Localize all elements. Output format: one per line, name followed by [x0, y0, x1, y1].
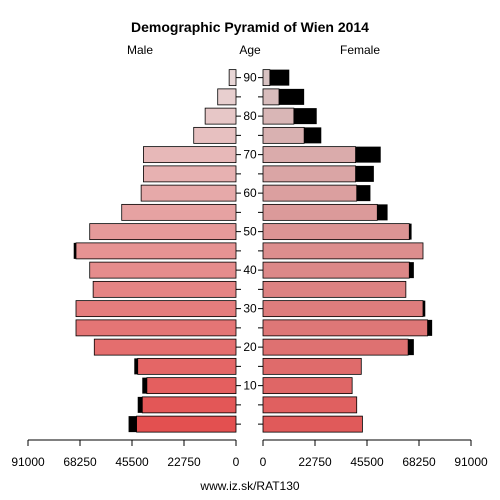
- female-excess-40-44: [409, 262, 414, 279]
- female-excess-80-84: [293, 108, 317, 125]
- female-excess-30-34: [423, 300, 426, 317]
- chart-title: Demographic Pyramid of Wien 2014: [131, 19, 369, 35]
- age-tick-label-50: 50: [243, 225, 257, 239]
- male-bar-30-34: [75, 300, 237, 318]
- female-bar-90+: [262, 69, 271, 87]
- female-excess-75-79: [304, 127, 322, 144]
- female-excess-25-29: [427, 319, 433, 336]
- female-bar-85-89: [262, 88, 280, 106]
- male-bar-0-4: [136, 415, 237, 433]
- male-label: Male: [127, 43, 153, 57]
- female-bars: [262, 69, 433, 433]
- female-bar-75-79: [262, 126, 305, 144]
- female-label: Female: [340, 43, 380, 57]
- male-bar-40-44: [89, 261, 237, 279]
- x-axis-female: 0 22750 45500 68250 91000: [260, 439, 488, 469]
- female-bar-50-54: [262, 223, 410, 241]
- female-excess-90+: [269, 69, 290, 86]
- male-excess-15-19: [134, 358, 138, 375]
- x-tick-label-female-22750: 22750: [298, 455, 332, 469]
- x-tick-label-female-91000: 91000: [454, 455, 488, 469]
- female-excess-55-59: [377, 204, 388, 221]
- female-excess-65-69: [355, 165, 374, 182]
- male-bar-35-39: [92, 280, 237, 298]
- male-bar-60-64: [140, 184, 237, 202]
- male-bar-55-59: [121, 203, 237, 221]
- x-tick-label-male-68250: 68250: [63, 455, 97, 469]
- female-bar-55-59: [262, 203, 378, 221]
- male-bar-65-69: [143, 165, 237, 183]
- x-axis-male: 91000 68250 45500 22750 0: [11, 439, 240, 469]
- female-bar-0-4: [262, 415, 363, 433]
- male-excess-45-49: [73, 242, 76, 259]
- female-excess-70-74: [355, 146, 381, 163]
- female-bar-30-34: [262, 300, 424, 318]
- male-bars: [73, 69, 237, 433]
- x-tick-label-female-68250: 68250: [402, 455, 436, 469]
- male-bar-25-29: [75, 319, 237, 337]
- male-bar-80-84: [204, 107, 237, 125]
- female-bar-40-44: [262, 261, 410, 279]
- male-bar-50-54: [89, 223, 237, 241]
- age-tick-label-40: 40: [243, 263, 257, 277]
- female-excess-60-64: [356, 185, 371, 202]
- age-tick-label-60: 60: [243, 186, 257, 200]
- age-tick-label-80: 80: [243, 109, 257, 123]
- female-excess-85-89: [279, 88, 305, 105]
- female-bar-20-24: [262, 338, 409, 356]
- male-bar-20-24: [93, 338, 237, 356]
- male-excess-5-9: [137, 396, 143, 413]
- x-tick-label-female-0: 0: [260, 455, 267, 469]
- male-bar-70-74: [143, 146, 237, 164]
- female-bar-25-29: [262, 319, 428, 337]
- age-tick-label-10: 10: [243, 379, 257, 393]
- male-excess-0-4: [128, 416, 137, 433]
- female-bar-15-19: [262, 357, 362, 375]
- x-tick-label-male-0: 0: [233, 455, 240, 469]
- x-tick-label-male-91000: 91000: [11, 455, 45, 469]
- female-bar-65-69: [262, 165, 356, 183]
- x-tick-label-male-22750: 22750: [167, 455, 201, 469]
- male-bar-85-89: [217, 88, 237, 106]
- female-bar-5-9: [262, 396, 358, 414]
- age-label: Age: [239, 43, 261, 57]
- footer-text: www.iz.sk/RAT130: [199, 479, 299, 493]
- female-bar-45-49: [262, 242, 424, 260]
- age-tick-label-90: 90: [243, 71, 257, 85]
- female-bar-70-74: [262, 146, 356, 164]
- female-excess-50-54: [409, 223, 412, 240]
- male-bar-90+: [228, 69, 237, 87]
- age-axis: 10 20 30 40 50 60 70 80 90: [236, 71, 263, 425]
- x-tick-label-male-45500: 45500: [115, 455, 149, 469]
- female-bar-10-14: [262, 377, 353, 395]
- age-tick-label-30: 30: [243, 302, 257, 316]
- age-tick-label-20: 20: [243, 340, 257, 354]
- male-bar-5-9: [141, 396, 237, 414]
- male-bar-75-79: [193, 126, 237, 144]
- female-bar-60-64: [262, 184, 358, 202]
- age-tick-label-70: 70: [243, 148, 257, 162]
- male-excess-10-14: [142, 377, 147, 394]
- male-bar-10-14: [146, 377, 237, 395]
- male-bar-15-19: [137, 357, 237, 375]
- female-excess-20-24: [408, 339, 414, 356]
- female-bar-80-84: [262, 107, 295, 125]
- x-tick-label-female-45500: 45500: [350, 455, 384, 469]
- female-bar-35-39: [262, 280, 407, 298]
- male-bar-45-49: [75, 242, 237, 260]
